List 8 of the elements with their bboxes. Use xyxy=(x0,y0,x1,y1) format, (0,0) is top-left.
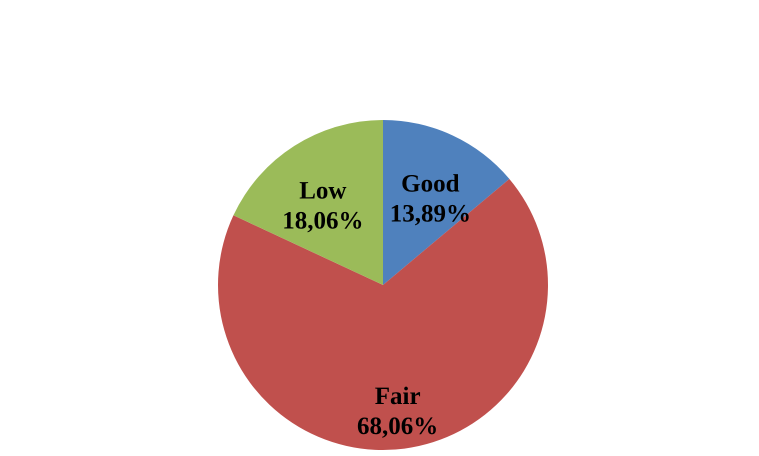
data-label: 18,06% xyxy=(282,208,364,235)
slice-label: Fair xyxy=(374,383,421,410)
slice-label: Good xyxy=(401,170,460,198)
data-label: 13,89% xyxy=(390,200,471,228)
slice-label: Low xyxy=(299,178,346,205)
pie-slice xyxy=(383,120,510,285)
data-label: 68,06% xyxy=(357,413,438,440)
pie-slice xyxy=(233,120,383,285)
